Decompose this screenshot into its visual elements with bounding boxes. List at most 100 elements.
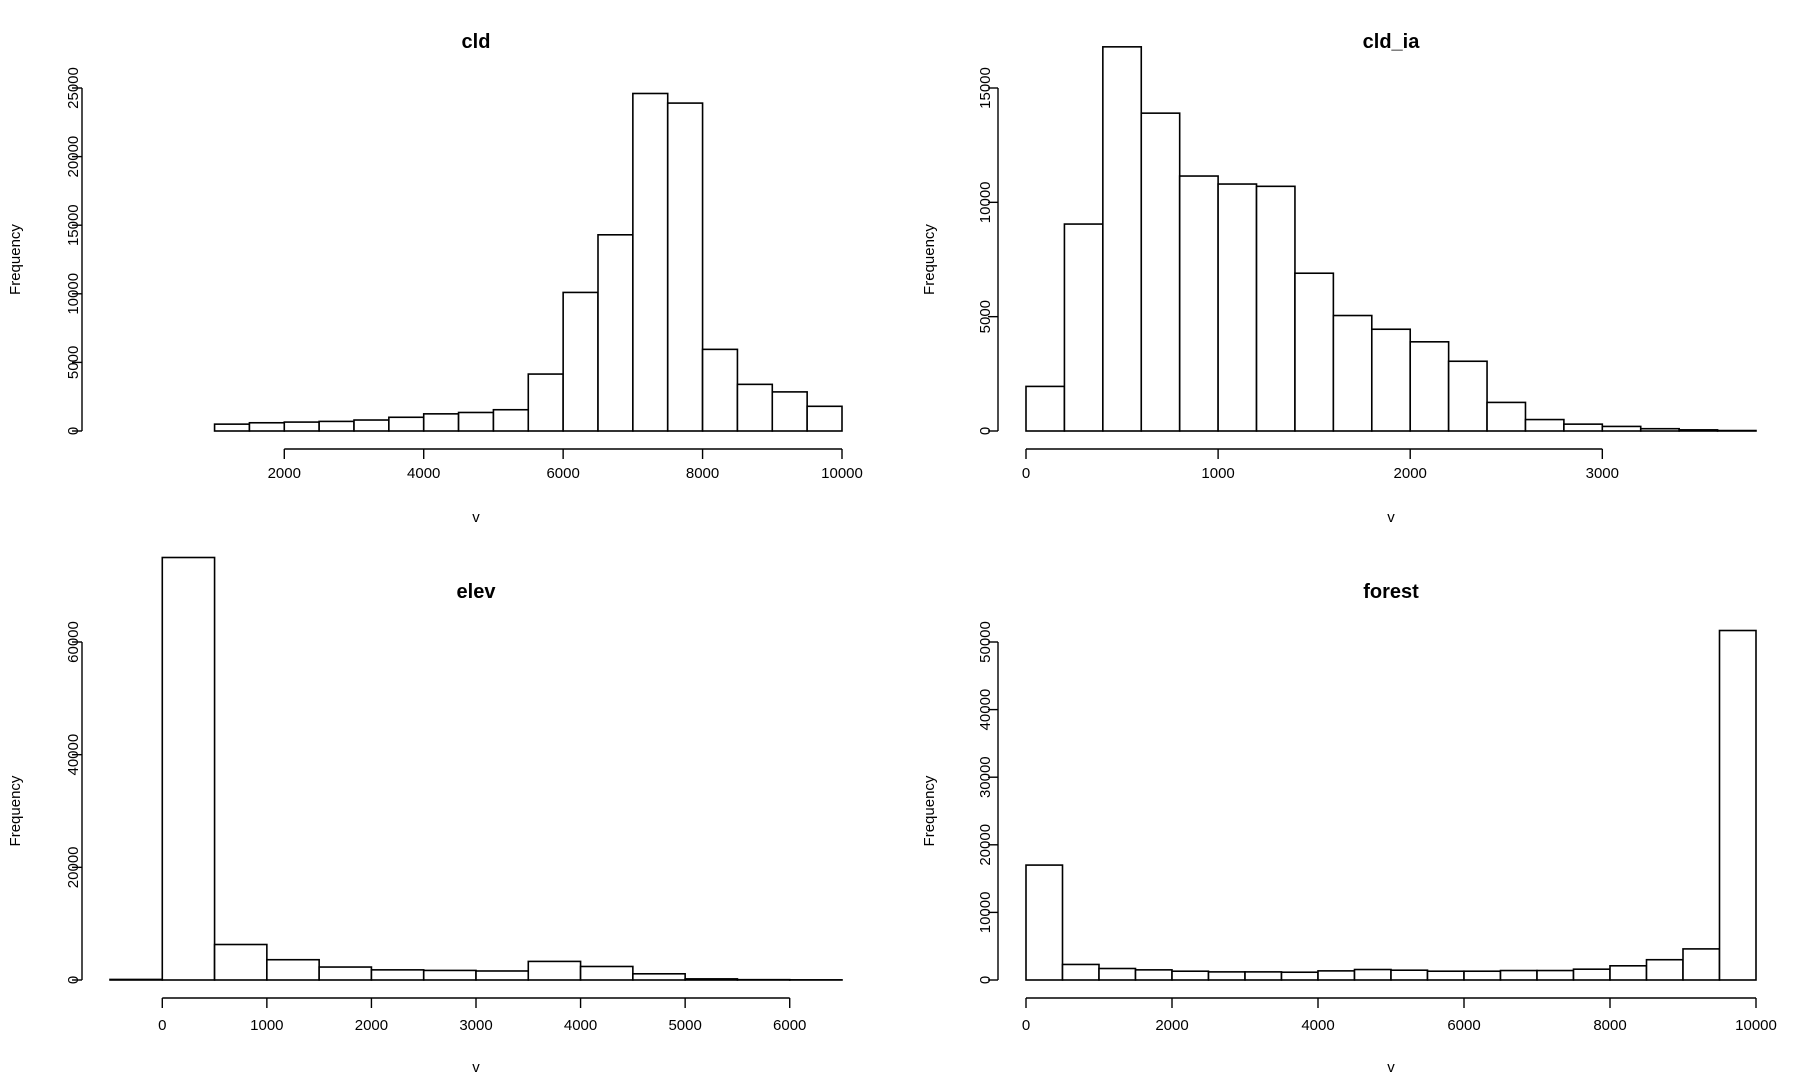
histogram-bar — [1536, 969, 1575, 981]
histogram-bar — [1244, 971, 1283, 981]
y-tick-label: 15000 — [977, 67, 994, 109]
y-tick-label: 50000 — [977, 621, 994, 663]
histogram-bar — [457, 411, 495, 432]
chart-title: cld_ia — [1363, 31, 1421, 53]
y-tick-label: 30000 — [977, 756, 994, 798]
x-axis-label: v — [1387, 1059, 1395, 1076]
histogram-bar — [1447, 360, 1488, 432]
histogram-bar — [422, 969, 477, 981]
histogram-bar — [213, 943, 268, 981]
y-tick-label: 40000 — [977, 689, 994, 731]
y-axis-label: Frequency — [7, 775, 24, 846]
y-tick-label: 60000 — [65, 621, 82, 663]
x-axis-label: v — [472, 509, 480, 526]
x-tick-label: 2000 — [268, 465, 301, 482]
x-tick-label: 1000 — [1201, 465, 1234, 482]
histogram-bar — [1171, 970, 1210, 981]
x-axis-label: v — [1387, 509, 1395, 526]
x-tick-label: 0 — [1022, 1017, 1030, 1034]
histogram-bar — [1718, 629, 1757, 981]
y-tick-label: 15000 — [65, 204, 82, 246]
histogram-bar — [283, 421, 320, 432]
x-tick-label: 0 — [158, 1017, 166, 1034]
histogram-bar — [1463, 970, 1502, 981]
x-tick-label: 4000 — [564, 1017, 597, 1034]
x-tick-label: 5000 — [668, 1017, 701, 1034]
histogram-bar — [1255, 185, 1296, 432]
histogram-bar — [1061, 963, 1100, 981]
histogram-bar — [597, 234, 634, 432]
histogram-bar — [1317, 970, 1356, 981]
y-tick-label: 0 — [65, 427, 82, 435]
histogram-bar — [1370, 328, 1412, 432]
histogram-bar — [422, 413, 460, 432]
y-tick-label: 10000 — [977, 892, 994, 934]
histogram-bar — [632, 92, 669, 432]
histogram-bar — [109, 978, 164, 981]
histogram-bar — [666, 102, 704, 432]
chart-panel-cld_ia: cld_ia 0 1000 2000 3000 0 5000 10000 15000 v Frequ… — [921, 31, 1757, 526]
histogram-bar — [632, 973, 686, 981]
histogram-bar — [1499, 969, 1538, 981]
histogram-bar — [1134, 969, 1173, 981]
x-tick-label: 10000 — [821, 465, 863, 482]
y-tick-label: 5000 — [65, 346, 82, 379]
histogram-bar — [1140, 112, 1181, 432]
x-tick-label: 4000 — [1301, 1017, 1334, 1034]
chart-panel-cld: cld 2000 4000 6000 8000 10000 0 5000 10000 15000 2… — [7, 31, 863, 526]
histogram-bar — [492, 408, 530, 432]
x-tick-label: 8000 — [686, 465, 719, 482]
histogram-bar — [1098, 967, 1137, 981]
histogram-bar — [579, 965, 634, 981]
y-tick-label: 0 — [65, 976, 82, 984]
x-tick-label: 10000 — [1735, 1017, 1777, 1034]
histogram-bar — [1063, 223, 1104, 432]
x-tick-label: 6000 — [1447, 1017, 1480, 1034]
histogram-bar — [771, 391, 808, 432]
histogram-bar — [370, 969, 425, 981]
x-tick-label: 2000 — [355, 1017, 388, 1034]
histogram-bar — [527, 373, 564, 432]
histogram-bar — [806, 405, 843, 432]
y-tick-label: 20000 — [977, 824, 994, 866]
histogram-bar — [388, 416, 425, 432]
y-tick-label: 40000 — [65, 734, 82, 776]
histogram-bar — [1025, 864, 1064, 981]
chart-panel-forest: forest 0 2000 4000 6000 8000 10000 0 10000 20000 3… — [921, 581, 1777, 1076]
histogram-bar — [1025, 385, 1066, 432]
x-tick-label: 8000 — [1593, 1017, 1626, 1034]
x-tick-label: 4000 — [407, 465, 440, 482]
histogram-bar — [1102, 46, 1143, 432]
histogram-bar — [1178, 175, 1219, 432]
histogram-bar — [248, 421, 286, 432]
x-axis-label: v — [472, 1059, 480, 1076]
y-tick-label: 25000 — [65, 67, 82, 109]
y-tick-label: 0 — [977, 976, 994, 984]
histogram-bar — [684, 978, 739, 981]
chart-title: cld — [462, 31, 491, 53]
x-tick-label: 0 — [1022, 465, 1030, 482]
histogram-bar — [1645, 958, 1684, 981]
y-tick-label: 0 — [977, 427, 994, 435]
histogram-bar — [1217, 183, 1258, 432]
histogram-bar — [1332, 314, 1373, 432]
y-axis-label: Frequency — [7, 224, 24, 295]
histogram-bar — [736, 383, 774, 432]
histogram-bar — [1426, 970, 1465, 981]
histogram-bar — [1353, 968, 1392, 981]
histogram-bar — [1572, 968, 1611, 981]
x-tick-label: 1000 — [250, 1017, 283, 1034]
histogram-bar — [1280, 971, 1319, 981]
histogram-bar — [1294, 272, 1335, 432]
y-tick-label: 20000 — [65, 136, 82, 178]
histogram-bar — [266, 958, 320, 981]
x-tick-label: 3000 — [1586, 465, 1619, 482]
histogram-bar — [562, 291, 599, 432]
histogram-bar — [1639, 427, 1680, 432]
y-tick-label: 20000 — [65, 846, 82, 888]
x-tick-label: 2000 — [1155, 1017, 1188, 1034]
y-tick-label: 10000 — [65, 273, 82, 315]
chart-title: elev — [457, 581, 497, 603]
